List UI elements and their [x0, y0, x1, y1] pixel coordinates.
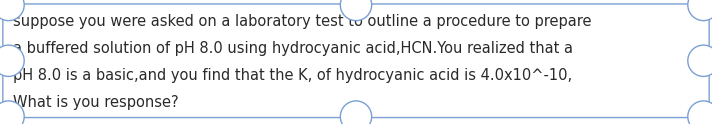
Text: a buffered solution of pH 8.0 using hydrocyanic acid,HCN.You realized that a: a buffered solution of pH 8.0 using hydr… [13, 41, 573, 56]
FancyBboxPatch shape [3, 4, 709, 118]
Ellipse shape [340, 0, 372, 21]
Ellipse shape [688, 45, 712, 76]
Ellipse shape [340, 101, 372, 124]
Ellipse shape [0, 101, 24, 124]
Ellipse shape [0, 45, 24, 76]
Ellipse shape [0, 0, 24, 21]
Text: What is you response?: What is you response? [13, 95, 179, 110]
Text: pH 8.0 is a basic,and you find that the K, of hydrocyanic acid is 4.0x10^-10,: pH 8.0 is a basic,and you find that the … [13, 68, 572, 83]
Text: suppose you were asked on a laboratory test to outline a procedure to prepare: suppose you were asked on a laboratory t… [13, 14, 591, 29]
Ellipse shape [688, 0, 712, 21]
Ellipse shape [688, 101, 712, 124]
